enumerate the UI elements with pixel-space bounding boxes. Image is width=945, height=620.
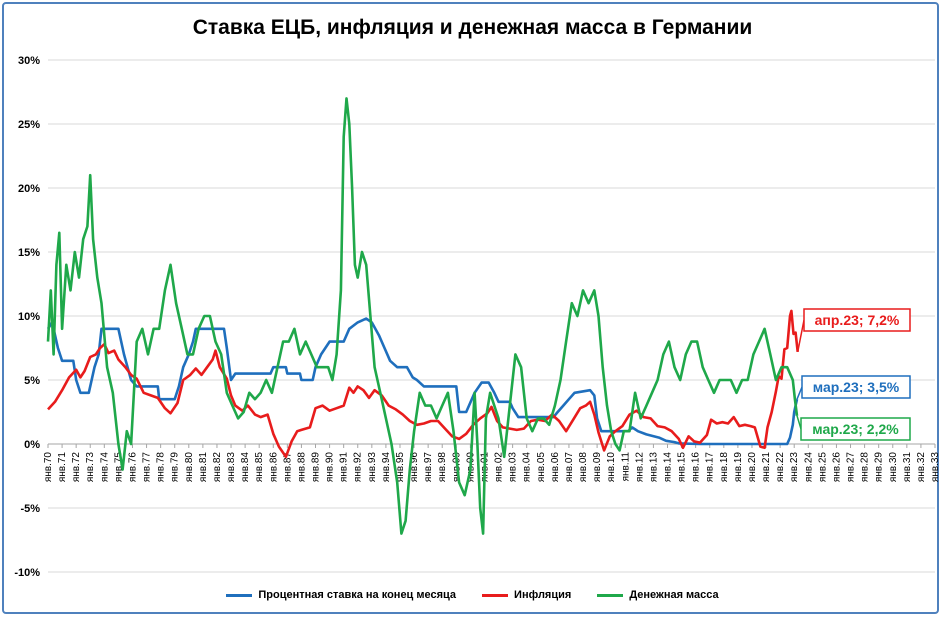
x-tick-label: янв.11 xyxy=(620,452,631,482)
legend-label-inflation: Инфляция xyxy=(514,589,572,601)
x-tick-label: янв.83 xyxy=(226,452,237,483)
x-tick-label: янв.02 xyxy=(494,452,505,483)
x-tick-label: янв.76 xyxy=(127,452,138,483)
x-tick-label: янв.97 xyxy=(423,452,434,483)
x-tick-label: янв.20 xyxy=(747,452,758,483)
y-tick-label: 10% xyxy=(18,311,40,323)
legend-item-rate: Процентная ставка на конец месяца xyxy=(226,589,456,601)
x-tick-label: янв.21 xyxy=(761,452,772,483)
x-tick-label: янв.79 xyxy=(170,452,181,483)
x-tick-label: янв.30 xyxy=(888,452,899,483)
chart-frame xyxy=(2,2,939,614)
annotation-box xyxy=(803,308,911,332)
legend-swatch-inflation xyxy=(482,593,509,597)
annotation-box xyxy=(801,375,911,399)
x-tick-label: янв.25 xyxy=(817,452,828,483)
chart-legend: Процентная ставка на конец месяца Инфляц… xyxy=(0,589,945,601)
x-tick-label: янв.27 xyxy=(846,452,857,483)
x-tick-label: янв.90 xyxy=(325,452,336,483)
annotation-label: мар.23; 2,2% xyxy=(812,421,899,437)
legend-label-rate: Процентная ставка на конец месяца xyxy=(258,589,457,601)
x-tick-label: янв.77 xyxy=(142,452,153,483)
x-tick-label: янв.09 xyxy=(592,452,603,483)
x-tick-label: янв.73 xyxy=(85,452,96,483)
x-tick-label: янв.87 xyxy=(282,452,293,483)
x-tick-label: янв.18 xyxy=(719,452,730,483)
x-tick-label: янв.17 xyxy=(705,452,716,483)
x-tick-label: янв.75 xyxy=(113,452,124,483)
x-tick-label: янв.70 xyxy=(43,452,54,483)
x-tick-label: янв.12 xyxy=(634,452,645,483)
annotation-label: мар.23; 3,5% xyxy=(813,379,900,395)
x-tick-label: янв.84 xyxy=(240,452,251,483)
x-tick-label: янв.23 xyxy=(789,452,800,483)
annotation-label: апр.23; 7,2% xyxy=(815,312,900,328)
x-tick-label: янв.28 xyxy=(860,452,871,483)
x-tick-label: янв.98 xyxy=(437,452,448,483)
x-tick-label: янв.74 xyxy=(99,452,110,483)
y-tick-label: -5% xyxy=(20,503,40,515)
x-tick-label: янв.72 xyxy=(71,452,82,483)
annotation-leader xyxy=(796,386,803,400)
x-tick-label: янв.04 xyxy=(522,452,533,483)
legend-label-money: Денежная масса xyxy=(629,589,719,601)
x-tick-label: янв.14 xyxy=(662,452,673,483)
x-tick-label: янв.26 xyxy=(831,452,842,483)
annotation-leader xyxy=(796,319,805,352)
x-tick-label: янв.03 xyxy=(508,452,519,483)
y-tick-label: 30% xyxy=(18,55,40,67)
x-tick-label: янв.05 xyxy=(536,452,547,483)
x-tick-label: янв.88 xyxy=(296,452,307,483)
x-tick-label: янв.22 xyxy=(775,452,786,483)
x-tick-label: янв.91 xyxy=(339,452,350,483)
x-tick-label: янв.96 xyxy=(409,452,420,483)
x-tick-label: янв.06 xyxy=(550,452,561,483)
y-tick-label: 20% xyxy=(18,183,40,195)
x-tick-label: янв.89 xyxy=(311,452,322,483)
x-tick-label: янв.15 xyxy=(677,452,688,483)
x-tick-label: янв.81 xyxy=(198,452,209,483)
legend-item-inflation: Инфляция xyxy=(482,589,571,601)
x-tick-label: янв.94 xyxy=(381,452,392,483)
series-line-2 xyxy=(46,97,799,535)
x-tick-label: янв.93 xyxy=(367,452,378,483)
x-tick-label: янв.32 xyxy=(916,452,927,483)
x-tick-label: янв.29 xyxy=(874,452,885,483)
x-tick-label: янв.13 xyxy=(648,452,659,483)
x-tick-label: янв.33 xyxy=(930,452,941,483)
legend-swatch-money xyxy=(597,593,624,597)
legend-swatch-rate xyxy=(226,593,253,597)
y-tick-label: 0% xyxy=(24,439,40,451)
x-tick-label: янв.10 xyxy=(606,452,617,483)
x-tick-label: янв.95 xyxy=(395,452,406,483)
x-tick-label: янв.85 xyxy=(254,452,265,483)
x-tick-label: янв.07 xyxy=(564,452,575,483)
x-tick-label: янв.78 xyxy=(156,452,167,483)
chart-title: Ставка ЕЦБ, инфляция и денежная масса в … xyxy=(192,16,753,39)
x-tick-label: янв.08 xyxy=(578,452,589,483)
x-tick-label: янв.82 xyxy=(212,452,223,483)
x-tick-label: янв.86 xyxy=(268,452,279,483)
x-tick-label: янв.19 xyxy=(733,452,744,483)
x-tick-label: янв.16 xyxy=(691,452,702,483)
annotation-box xyxy=(800,417,911,441)
y-tick-label: 5% xyxy=(24,375,40,387)
x-tick-label: янв.24 xyxy=(803,452,814,483)
series-line-0 xyxy=(46,317,799,446)
legend-item-money: Денежная масса xyxy=(597,589,719,601)
x-tick-label: янв.31 xyxy=(902,452,913,483)
x-tick-label: янв.80 xyxy=(184,452,195,483)
y-tick-label: -10% xyxy=(14,567,40,579)
x-tick-label: янв.92 xyxy=(353,452,364,483)
y-tick-label: 25% xyxy=(18,119,40,131)
x-tick-label: янв.71 xyxy=(57,452,68,483)
y-tick-label: 15% xyxy=(18,247,40,259)
series-line-1 xyxy=(47,309,799,459)
